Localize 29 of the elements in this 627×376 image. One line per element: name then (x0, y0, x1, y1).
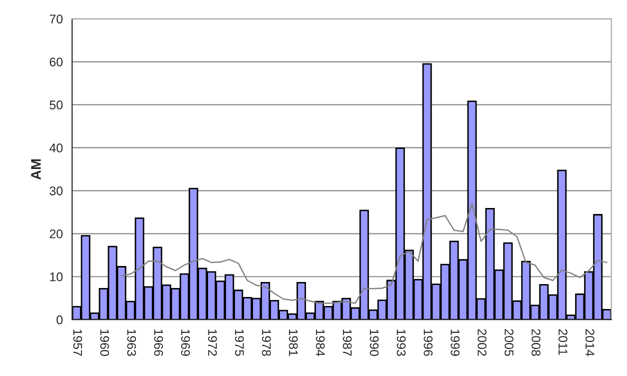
x-tick-label: 2008 (532, 329, 540, 356)
y-axis-title: AM (31, 159, 41, 180)
y-tick-label: 20 (50, 229, 63, 238)
y-tick-label: 60 (50, 58, 63, 66)
x-tick-label: 2005 (504, 329, 514, 356)
x-tick-label: 1966 (154, 330, 163, 356)
x-tick-label: 1987 (342, 330, 352, 356)
x-tick-label: 1975 (235, 330, 244, 356)
x-tick-label: 2011 (558, 329, 568, 355)
x-tick-label: 2002 (478, 329, 487, 356)
x-tick-label: 1999 (450, 330, 460, 356)
y-tick-label: 0 (56, 315, 63, 324)
y-tick-label: 40 (49, 144, 63, 152)
x-tick-label: 1969 (181, 330, 190, 356)
x-tick-label: 1972 (208, 330, 217, 356)
x-tick-label: 1984 (316, 330, 325, 356)
x-tick-label: 1996 (424, 330, 433, 356)
x-tick-label: 1978 (262, 330, 271, 356)
y-tick-label: 50 (50, 100, 63, 110)
y-tick-label: 30 (50, 186, 63, 196)
x-tick-label: 1957 (73, 330, 82, 356)
x-tick-label: 1963 (127, 330, 136, 356)
x-tick-label: 1981 (288, 330, 298, 356)
y-tick-label: 70 (50, 14, 63, 24)
x-tick-label: 1960 (100, 330, 110, 356)
x-tick-label: 1993 (396, 330, 406, 356)
x-tick-label: 1990 (370, 330, 379, 356)
y-tick-label: 10 (50, 272, 63, 282)
x-tick-label: 2014 (586, 329, 594, 356)
